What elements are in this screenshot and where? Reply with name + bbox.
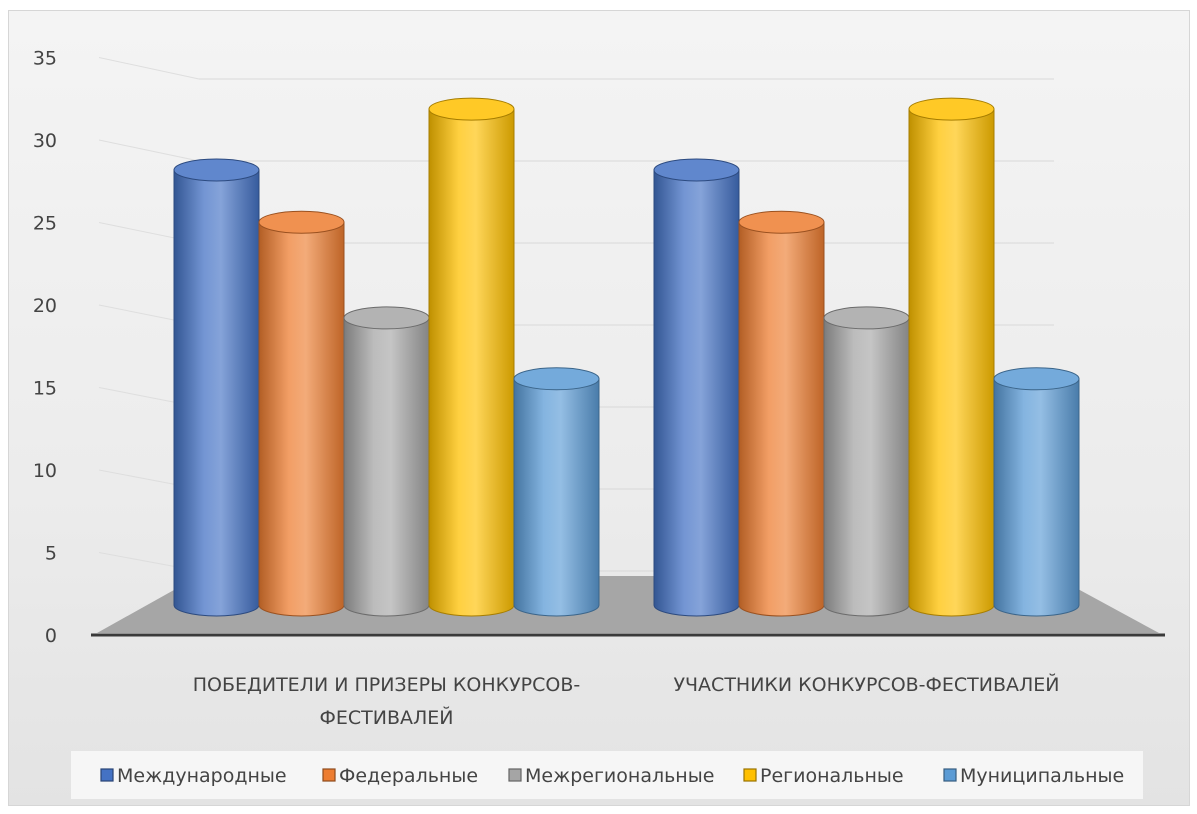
bar bbox=[258, 210, 345, 617]
bar-top bbox=[738, 210, 825, 234]
y-tick-label: 5 bbox=[45, 543, 57, 565]
category-label: ПОБЕДИТЕЛИ И ПРИЗЕРЫ КОНКУРСОВ- bbox=[193, 674, 581, 696]
bar-body bbox=[173, 169, 260, 617]
y-tick-label: 30 bbox=[33, 130, 57, 152]
grid-line-side bbox=[98, 139, 200, 162]
bar-top bbox=[173, 158, 260, 182]
bars bbox=[173, 97, 1080, 617]
legend-swatch bbox=[322, 768, 336, 782]
legend-swatch bbox=[743, 768, 757, 782]
bar-body bbox=[993, 378, 1080, 617]
legend: Международные Федеральные Межрегиональные Р… bbox=[71, 751, 1143, 799]
bar-body bbox=[738, 221, 825, 617]
bar bbox=[343, 306, 430, 617]
bar bbox=[653, 158, 740, 617]
grid-line-side bbox=[98, 57, 200, 80]
bar-body bbox=[343, 317, 430, 617]
bar-top bbox=[823, 306, 910, 330]
bar-top bbox=[653, 158, 740, 182]
y-tick-label: 0 bbox=[45, 625, 57, 647]
y-tick-label: 15 bbox=[33, 378, 57, 400]
bar-body bbox=[823, 317, 910, 617]
bar bbox=[908, 97, 995, 617]
bar-top bbox=[993, 367, 1080, 391]
legend-label: Межрегиональные bbox=[525, 765, 714, 787]
y-tick-label: 10 bbox=[33, 460, 57, 482]
legend-swatch bbox=[100, 768, 114, 782]
legend-label: Региональные bbox=[760, 765, 904, 787]
category-label: УЧАСТНИКИ КОНКУРСОВ-ФЕСТИВАЛЕЙ bbox=[673, 673, 1059, 696]
bar bbox=[738, 210, 825, 617]
bar bbox=[823, 306, 910, 617]
chart-frame: 0 5 10 15 20 25 30 35 ПОБЕДИТЕЛИ И ПРИЗЕРЫ КОНК… bbox=[8, 10, 1190, 806]
bar-top bbox=[908, 97, 995, 121]
y-tick-label: 20 bbox=[33, 295, 57, 317]
bar bbox=[513, 367, 600, 617]
bar bbox=[428, 97, 515, 617]
y-tick-label: 25 bbox=[33, 213, 57, 235]
bar bbox=[173, 158, 260, 617]
legend-label: Федеральные bbox=[339, 765, 478, 787]
legend-box bbox=[71, 751, 1143, 799]
legend-swatch bbox=[943, 768, 957, 782]
legend-swatch bbox=[508, 768, 522, 782]
bar bbox=[993, 367, 1080, 617]
legend-label: Муниципальные bbox=[960, 765, 1124, 787]
legend-label: Международные bbox=[117, 765, 287, 787]
y-axis-ticks: 0 5 10 15 20 25 30 35 bbox=[33, 48, 57, 648]
y-tick-label: 35 bbox=[33, 48, 57, 70]
category-label: ФЕСТИВАЛЕЙ bbox=[320, 706, 454, 729]
bar-top bbox=[343, 306, 430, 330]
bar-top bbox=[513, 367, 600, 391]
bar-body bbox=[428, 108, 515, 617]
category-labels: ПОБЕДИТЕЛИ И ПРИЗЕРЫ КОНКУРСОВ- ФЕСТИВАЛЕ… bbox=[193, 673, 1060, 729]
bar-top bbox=[258, 210, 345, 234]
bar-body bbox=[653, 169, 740, 617]
bar-top bbox=[428, 97, 515, 121]
bar-body bbox=[258, 221, 345, 617]
bar-body bbox=[513, 378, 600, 617]
bar-chart: 0 5 10 15 20 25 30 35 ПОБЕДИТЕЛИ И ПРИЗЕРЫ КОНК… bbox=[33, 48, 1165, 799]
bar-body bbox=[908, 108, 995, 617]
